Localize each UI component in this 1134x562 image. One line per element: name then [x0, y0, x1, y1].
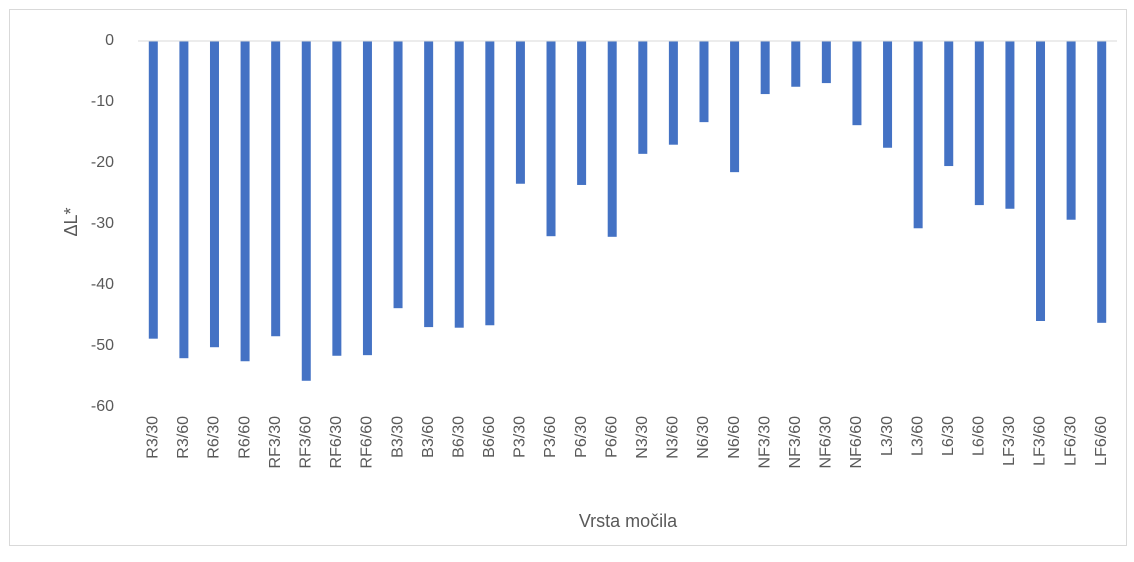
- bar: [454, 41, 464, 328]
- bar: [148, 41, 158, 339]
- bar: [393, 41, 403, 309]
- bar: [240, 41, 250, 362]
- bar: [332, 41, 342, 356]
- x-tick-label: N6/30: [695, 416, 712, 459]
- bar: [760, 41, 770, 95]
- bar: [515, 41, 525, 184]
- x-tick-label: B3/30: [389, 416, 406, 458]
- x-tick-label: L3/60: [909, 416, 926, 456]
- bar: [1036, 41, 1046, 321]
- bar: [1066, 41, 1076, 220]
- y-tick-label: -40: [91, 276, 114, 293]
- bar: [577, 41, 587, 185]
- bar: [852, 41, 862, 126]
- x-tick-label: RF3/60: [297, 416, 314, 469]
- x-tick-label: P3/30: [512, 416, 529, 458]
- bar: [821, 41, 831, 84]
- x-tick-label: N6/60: [726, 416, 743, 459]
- x-tick-label: NF3/30: [756, 416, 773, 469]
- bar: [1097, 41, 1107, 323]
- bar: [546, 41, 556, 237]
- x-tick-label: R6/30: [206, 416, 223, 459]
- bar: [913, 41, 923, 229]
- x-tick-label: RF3/30: [267, 416, 284, 469]
- y-tick-label: -50: [91, 337, 114, 354]
- x-tick-label: B6/30: [450, 416, 467, 458]
- bar: [1005, 41, 1015, 209]
- x-axis-title: Vrsta močila: [579, 511, 678, 531]
- bar: [944, 41, 954, 167]
- x-tick-label: P6/60: [603, 416, 620, 458]
- bar: [668, 41, 678, 145]
- y-axis-title: ΔL*: [61, 207, 81, 236]
- x-tick-label: NF6/60: [848, 416, 865, 469]
- x-tick-label: R3/60: [175, 416, 192, 459]
- x-tick-label: NF6/30: [818, 416, 835, 469]
- x-tick-label: LF3/60: [1032, 416, 1049, 466]
- x-tick-label: B6/60: [481, 416, 498, 458]
- bar: [301, 41, 311, 381]
- bar: [791, 41, 801, 87]
- y-tick-label: -20: [91, 154, 114, 171]
- x-tick-label: R3/30: [145, 416, 162, 459]
- bar: [271, 41, 281, 337]
- bar: [362, 41, 372, 356]
- x-tick-label: L6/60: [971, 416, 988, 456]
- x-tick-label: R6/60: [236, 416, 253, 459]
- x-tick-label: LF3/30: [1001, 416, 1018, 466]
- bar: [638, 41, 648, 154]
- x-tick-label: N3/60: [665, 416, 682, 459]
- bar: [485, 41, 495, 326]
- y-tick-label: -30: [91, 215, 114, 232]
- bar: [179, 41, 189, 359]
- y-tick-label: 0: [105, 32, 114, 49]
- x-tick-label: RF6/30: [328, 416, 345, 469]
- x-tick-label: P6/30: [573, 416, 590, 458]
- bar: [974, 41, 984, 206]
- y-tick-label: -10: [91, 93, 114, 110]
- x-tick-label: LF6/60: [1093, 416, 1110, 466]
- x-tick-label: B3/60: [420, 416, 437, 458]
- x-tick-label: L3/30: [879, 416, 896, 456]
- y-tick-label: -60: [91, 398, 114, 415]
- bar: [607, 41, 617, 237]
- bar: [424, 41, 434, 328]
- bar: [209, 41, 219, 348]
- x-tick-label: N3/30: [634, 416, 651, 459]
- x-tick-label: NF3/60: [787, 416, 804, 469]
- x-tick-label: LF6/30: [1062, 416, 1079, 466]
- x-tick-label: RF6/60: [359, 416, 376, 469]
- chart-border: [9, 9, 1127, 546]
- bar: [883, 41, 893, 148]
- x-tick-label: L6/30: [940, 416, 957, 456]
- x-tick-label: P3/60: [542, 416, 559, 458]
- bar: [730, 41, 740, 173]
- bar: [699, 41, 709, 123]
